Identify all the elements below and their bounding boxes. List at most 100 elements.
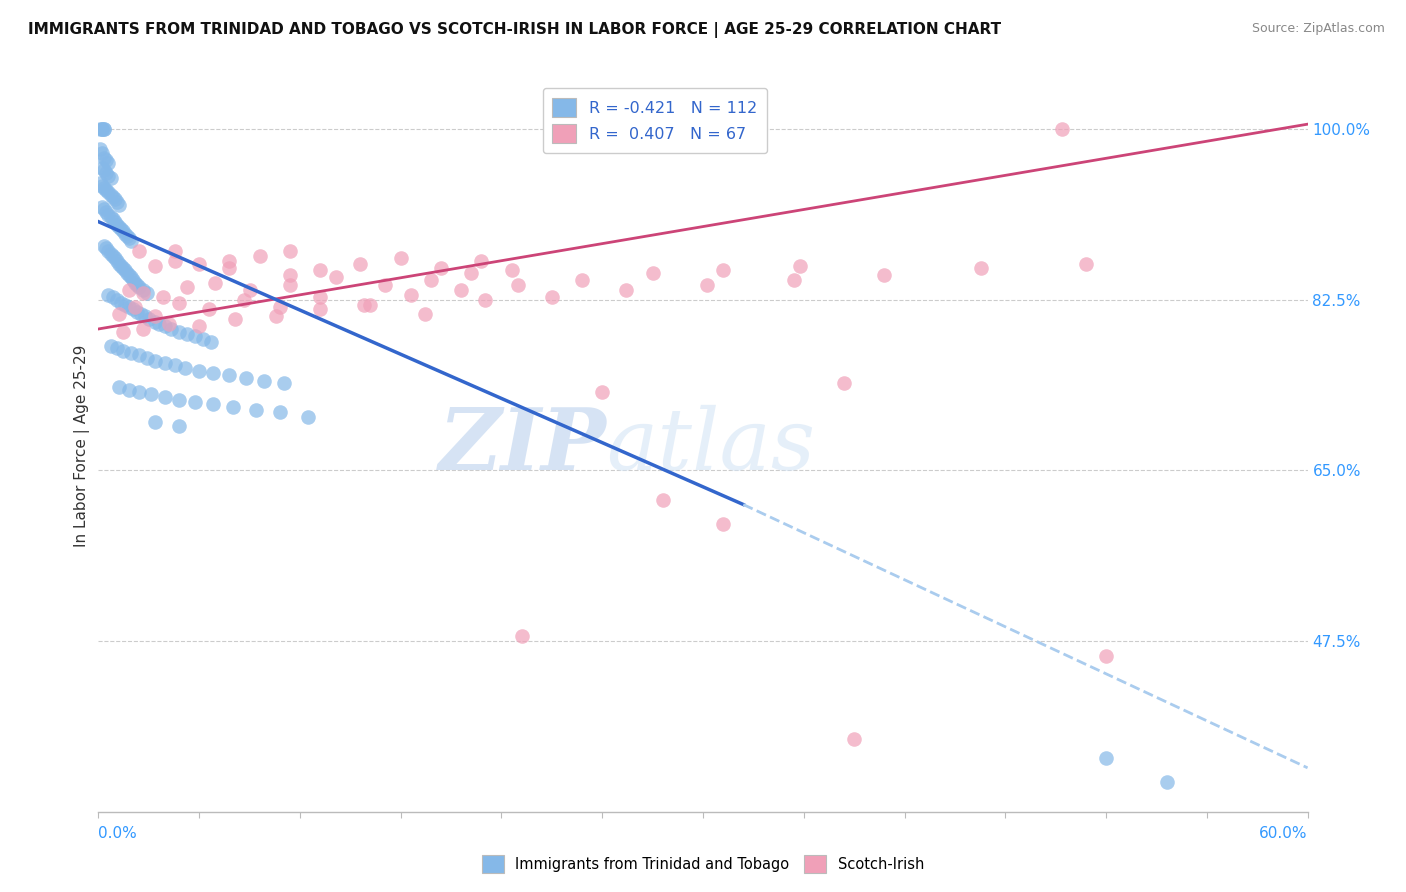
Point	[120, 234, 142, 248]
Point	[114, 263, 136, 277]
Point	[163, 244, 186, 258]
Text: 60.0%: 60.0%	[1260, 826, 1308, 841]
Point	[91, 122, 114, 136]
Point	[91, 146, 114, 161]
Point	[120, 346, 142, 360]
Point	[118, 231, 141, 245]
Point	[101, 211, 124, 226]
Point	[118, 384, 141, 398]
Point	[163, 358, 186, 372]
Point	[107, 198, 129, 212]
Point	[124, 300, 146, 314]
Legend: Immigrants from Trinidad and Tobago, Scotch-Irish: Immigrants from Trinidad and Tobago, Sco…	[475, 848, 931, 880]
Point	[176, 280, 198, 294]
Point	[100, 247, 122, 261]
Point	[174, 361, 197, 376]
Point	[121, 273, 143, 287]
Point	[157, 317, 180, 331]
Point	[110, 259, 132, 273]
Point	[153, 319, 176, 334]
Point	[97, 208, 120, 222]
Point	[399, 288, 422, 302]
Point	[430, 260, 453, 275]
Y-axis label: In Labor Force | Age 25-29: In Labor Force | Age 25-29	[75, 345, 90, 547]
Point	[105, 218, 128, 232]
Point	[111, 344, 134, 359]
Point	[91, 178, 114, 193]
Point	[278, 278, 301, 293]
Point	[245, 403, 267, 417]
Point	[235, 370, 257, 384]
Point	[143, 315, 166, 329]
Point	[107, 257, 129, 271]
Point	[641, 266, 664, 280]
Point	[249, 249, 271, 263]
Point	[389, 251, 412, 265]
Point	[100, 170, 122, 185]
Point	[93, 180, 115, 194]
Text: 0.0%: 0.0%	[98, 826, 138, 841]
Point	[153, 356, 176, 370]
Point	[105, 253, 128, 268]
Point	[105, 195, 128, 210]
Point	[91, 200, 114, 214]
Point	[111, 260, 134, 275]
Point	[96, 205, 118, 219]
Point	[188, 364, 211, 378]
Point	[93, 151, 115, 165]
Point	[143, 354, 166, 368]
Point	[193, 332, 215, 346]
Point	[167, 393, 190, 408]
Point	[100, 188, 122, 202]
Point	[1074, 257, 1097, 271]
Point	[129, 307, 152, 321]
Point	[152, 290, 174, 304]
Point	[224, 312, 246, 326]
Point	[96, 241, 118, 255]
Point	[167, 295, 190, 310]
Point	[200, 334, 222, 349]
Point	[353, 297, 375, 311]
Legend: R = -0.421   N = 112, R =  0.407   N = 67: R = -0.421 N = 112, R = 0.407 N = 67	[543, 88, 766, 153]
Point	[273, 376, 295, 390]
Point	[873, 268, 896, 283]
Point	[571, 273, 593, 287]
Point	[188, 319, 211, 334]
Point	[118, 268, 141, 283]
Point	[128, 385, 150, 400]
Point	[124, 276, 146, 290]
Point	[89, 176, 111, 190]
Point	[125, 278, 148, 293]
Point	[114, 297, 136, 311]
Point	[253, 374, 276, 388]
Point	[118, 300, 141, 314]
Point	[832, 376, 855, 390]
Point	[132, 283, 155, 297]
Point	[616, 283, 638, 297]
Point	[278, 244, 301, 258]
Point	[510, 629, 533, 643]
Point	[501, 263, 523, 277]
Point	[100, 210, 122, 224]
Point	[103, 192, 125, 206]
Point	[128, 280, 150, 294]
Point	[111, 224, 134, 238]
Point	[460, 266, 482, 280]
Point	[105, 293, 128, 307]
Point	[121, 302, 143, 317]
Point	[506, 278, 529, 293]
Point	[218, 368, 240, 382]
Point	[540, 290, 562, 304]
Point	[89, 122, 111, 136]
Point	[101, 190, 124, 204]
Point	[138, 312, 160, 326]
Point	[360, 297, 382, 311]
Point	[420, 273, 443, 287]
Point	[413, 307, 436, 321]
Point	[132, 322, 155, 336]
Point	[93, 122, 115, 136]
Point	[783, 273, 806, 287]
Point	[269, 405, 291, 419]
Point	[125, 305, 148, 319]
Point	[91, 122, 114, 136]
